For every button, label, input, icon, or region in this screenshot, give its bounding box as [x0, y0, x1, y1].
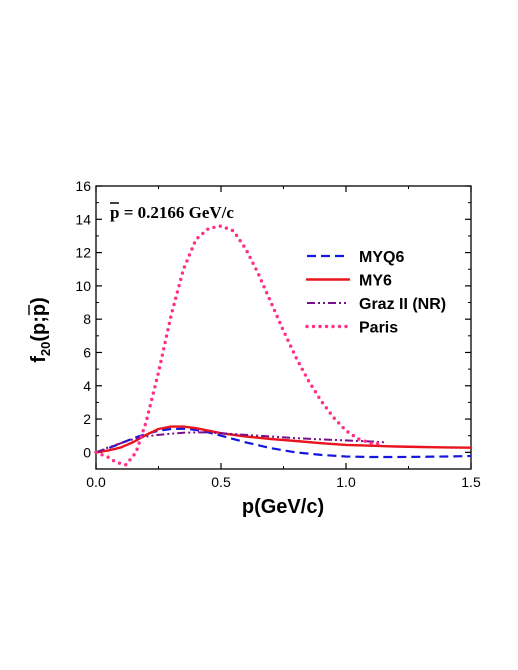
x-tick-label: 0.0: [86, 474, 106, 490]
y-axis-title: f20(p;p): [28, 297, 53, 363]
legend-label: Graz II (NR): [359, 296, 446, 313]
annotation: p = 0.2166 GeV/c: [110, 202, 234, 222]
x-axis-title: p(GeV/c): [242, 496, 324, 518]
annotation-text: p = 0.2166 GeV/c: [110, 203, 234, 222]
x-tick-label: 1.5: [461, 474, 481, 490]
tick-labels: 0.0 0.5 1.0 1.5 0 2 4 6 8 10 12 14 16: [75, 178, 481, 490]
series-line-myq6: [95, 427, 472, 459]
legend-label: MY6: [359, 273, 392, 290]
y-tick-label: 4: [83, 378, 91, 394]
legend: MYQ6 MY6 Graz II (NR) Paris: [305, 249, 446, 337]
y-tick-label: 14: [75, 211, 91, 227]
svg-text:f20(p;p): f20(p;p): [28, 297, 53, 363]
series-line-paris: [94, 224, 386, 467]
y-tick-label: 0: [83, 444, 91, 460]
y-axis-title-args: (p;p): [28, 297, 50, 341]
legend-label: MYQ6: [359, 249, 404, 266]
legend-label: Paris: [359, 320, 398, 337]
tick-marks: [95, 185, 472, 470]
y-tick-label: 12: [75, 245, 91, 261]
x-tick-label: 1.0: [336, 474, 356, 490]
y-axis-title-main: f: [28, 356, 50, 363]
x-tick-label: 0.5: [211, 474, 231, 490]
y-tick-label: 10: [75, 278, 91, 294]
y-tick-label: 2: [83, 411, 91, 427]
series-line-graz-ii-nr: [95, 431, 387, 454]
series-line-my6: [94, 425, 473, 454]
y-tick-label: 8: [83, 311, 91, 327]
y-tick-label: 6: [83, 344, 91, 360]
series-layer: [94, 224, 473, 467]
y-tick-label: 16: [75, 178, 91, 194]
y-axis-title-sub: 20: [38, 342, 53, 356]
